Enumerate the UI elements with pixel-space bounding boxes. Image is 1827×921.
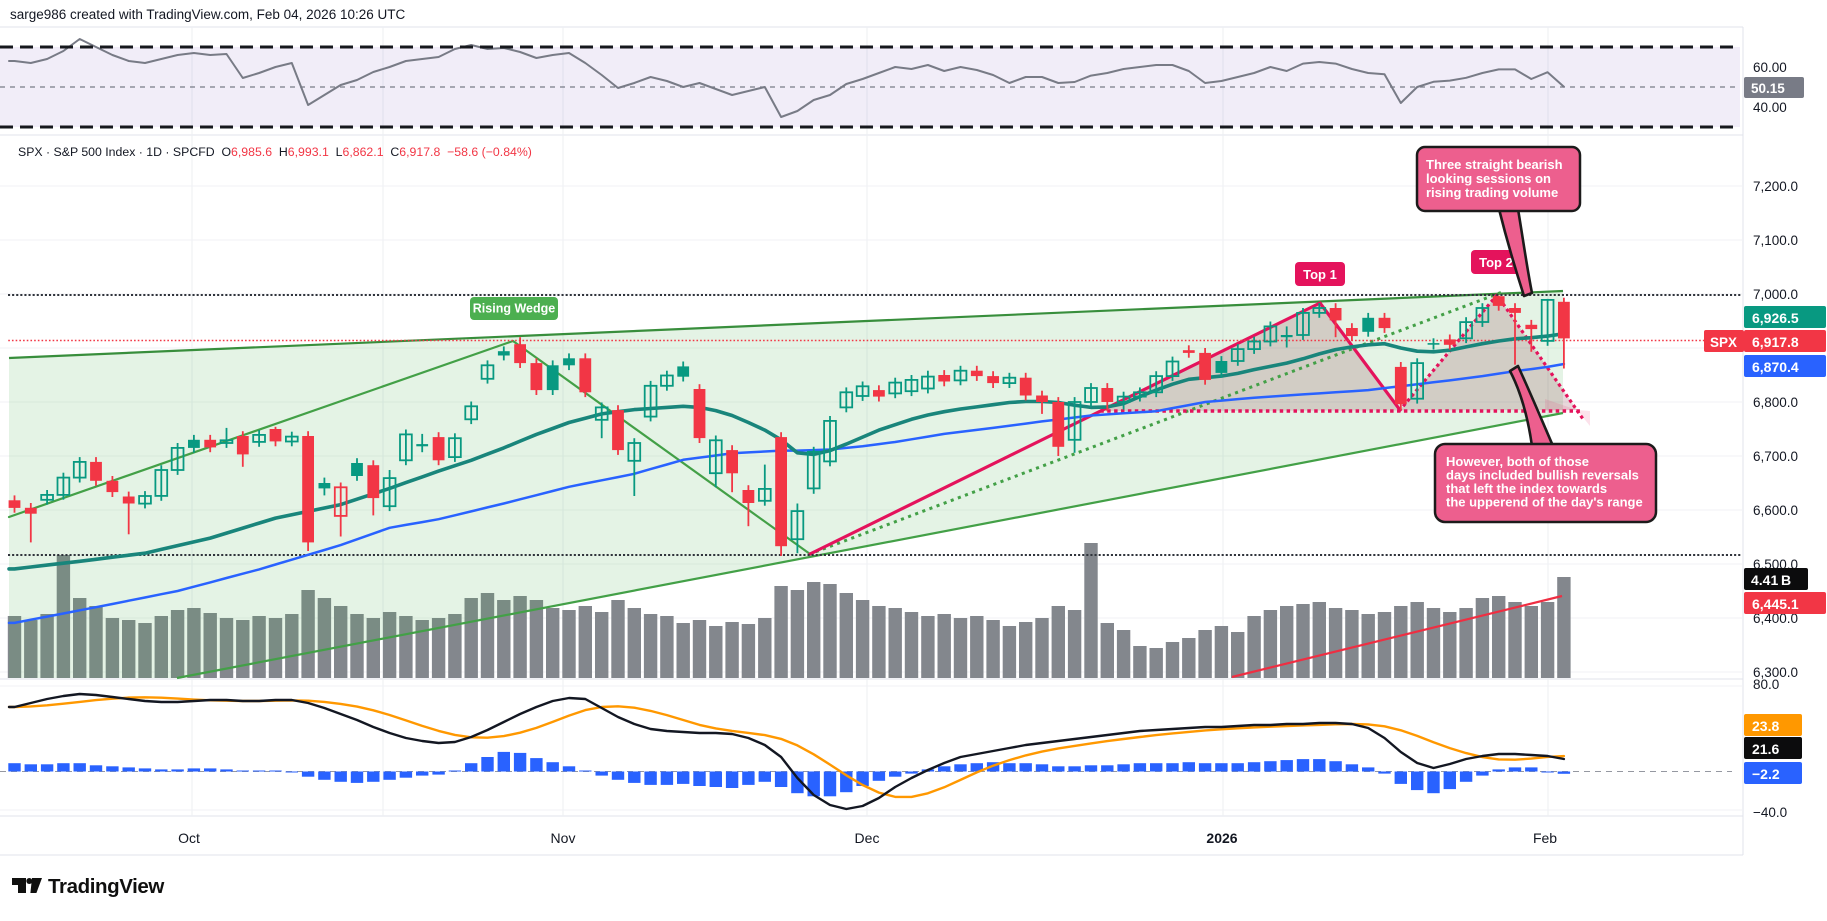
svg-text:21.6: 21.6 bbox=[1752, 741, 1779, 757]
svg-text:7,000.0: 7,000.0 bbox=[1753, 287, 1798, 302]
svg-text:6,600.0: 6,600.0 bbox=[1753, 503, 1798, 518]
svg-text:6,917.8: 6,917.8 bbox=[1752, 334, 1799, 350]
svg-text:−40.0: −40.0 bbox=[1753, 805, 1787, 820]
svg-text:6,400.0: 6,400.0 bbox=[1753, 611, 1798, 626]
svg-text:4.41 B: 4.41 B bbox=[1751, 572, 1791, 588]
svg-text:7,200.0: 7,200.0 bbox=[1753, 179, 1798, 194]
svg-text:Dec: Dec bbox=[855, 830, 880, 846]
svg-text:Feb: Feb bbox=[1533, 830, 1557, 846]
svg-text:SPX: SPX bbox=[1710, 335, 1737, 350]
svg-text:Oct: Oct bbox=[178, 830, 200, 846]
svg-text:6,926.5: 6,926.5 bbox=[1752, 310, 1799, 326]
svg-text:6,870.4: 6,870.4 bbox=[1752, 359, 1799, 375]
svg-text:6,445.1: 6,445.1 bbox=[1752, 596, 1799, 612]
svg-text:23.8: 23.8 bbox=[1752, 718, 1779, 734]
svg-text:60.00: 60.00 bbox=[1753, 60, 1787, 75]
svg-text:However, both of those: However, both of those bbox=[1446, 454, 1589, 469]
svg-text:2026: 2026 bbox=[1206, 830, 1237, 846]
svg-text:80.0: 80.0 bbox=[1753, 677, 1779, 692]
svg-text:Rising Wedge: Rising Wedge bbox=[473, 302, 555, 316]
svg-text:sarge986 created with TradingV: sarge986 created with TradingView.com, F… bbox=[10, 7, 405, 22]
svg-text:6,700.0: 6,700.0 bbox=[1753, 449, 1798, 464]
svg-text:days included bullish reversal: days included bullish reversals bbox=[1446, 468, 1639, 483]
svg-text:rising trading volume: rising trading volume bbox=[1426, 185, 1558, 200]
svg-text:TradingView: TradingView bbox=[48, 875, 164, 898]
svg-text:Top 1: Top 1 bbox=[1303, 267, 1337, 282]
svg-text:6,300.0: 6,300.0 bbox=[1753, 665, 1798, 680]
svg-text:7,100.0: 7,100.0 bbox=[1753, 233, 1798, 248]
svg-text:looking sessions on: looking sessions on bbox=[1426, 171, 1551, 186]
svg-text:Nov: Nov bbox=[551, 830, 576, 846]
svg-text:that left the index towards: that left the index towards bbox=[1446, 481, 1607, 496]
svg-text:−2.2: −2.2 bbox=[1752, 766, 1780, 782]
svg-text:40.00: 40.00 bbox=[1753, 100, 1787, 115]
svg-text:SPX · S&P 500 Index · 1D · SPC: SPX · S&P 500 Index · 1D · SPCFD O6,985.… bbox=[18, 145, 532, 159]
svg-text:6,800.0: 6,800.0 bbox=[1753, 395, 1798, 410]
svg-text:the upperend of the day's rang: the upperend of the day's range bbox=[1446, 495, 1643, 510]
svg-text:50.15: 50.15 bbox=[1751, 81, 1785, 96]
svg-text:Top 2: Top 2 bbox=[1479, 255, 1513, 270]
svg-text:Three straight bearish: Three straight bearish bbox=[1426, 157, 1563, 172]
